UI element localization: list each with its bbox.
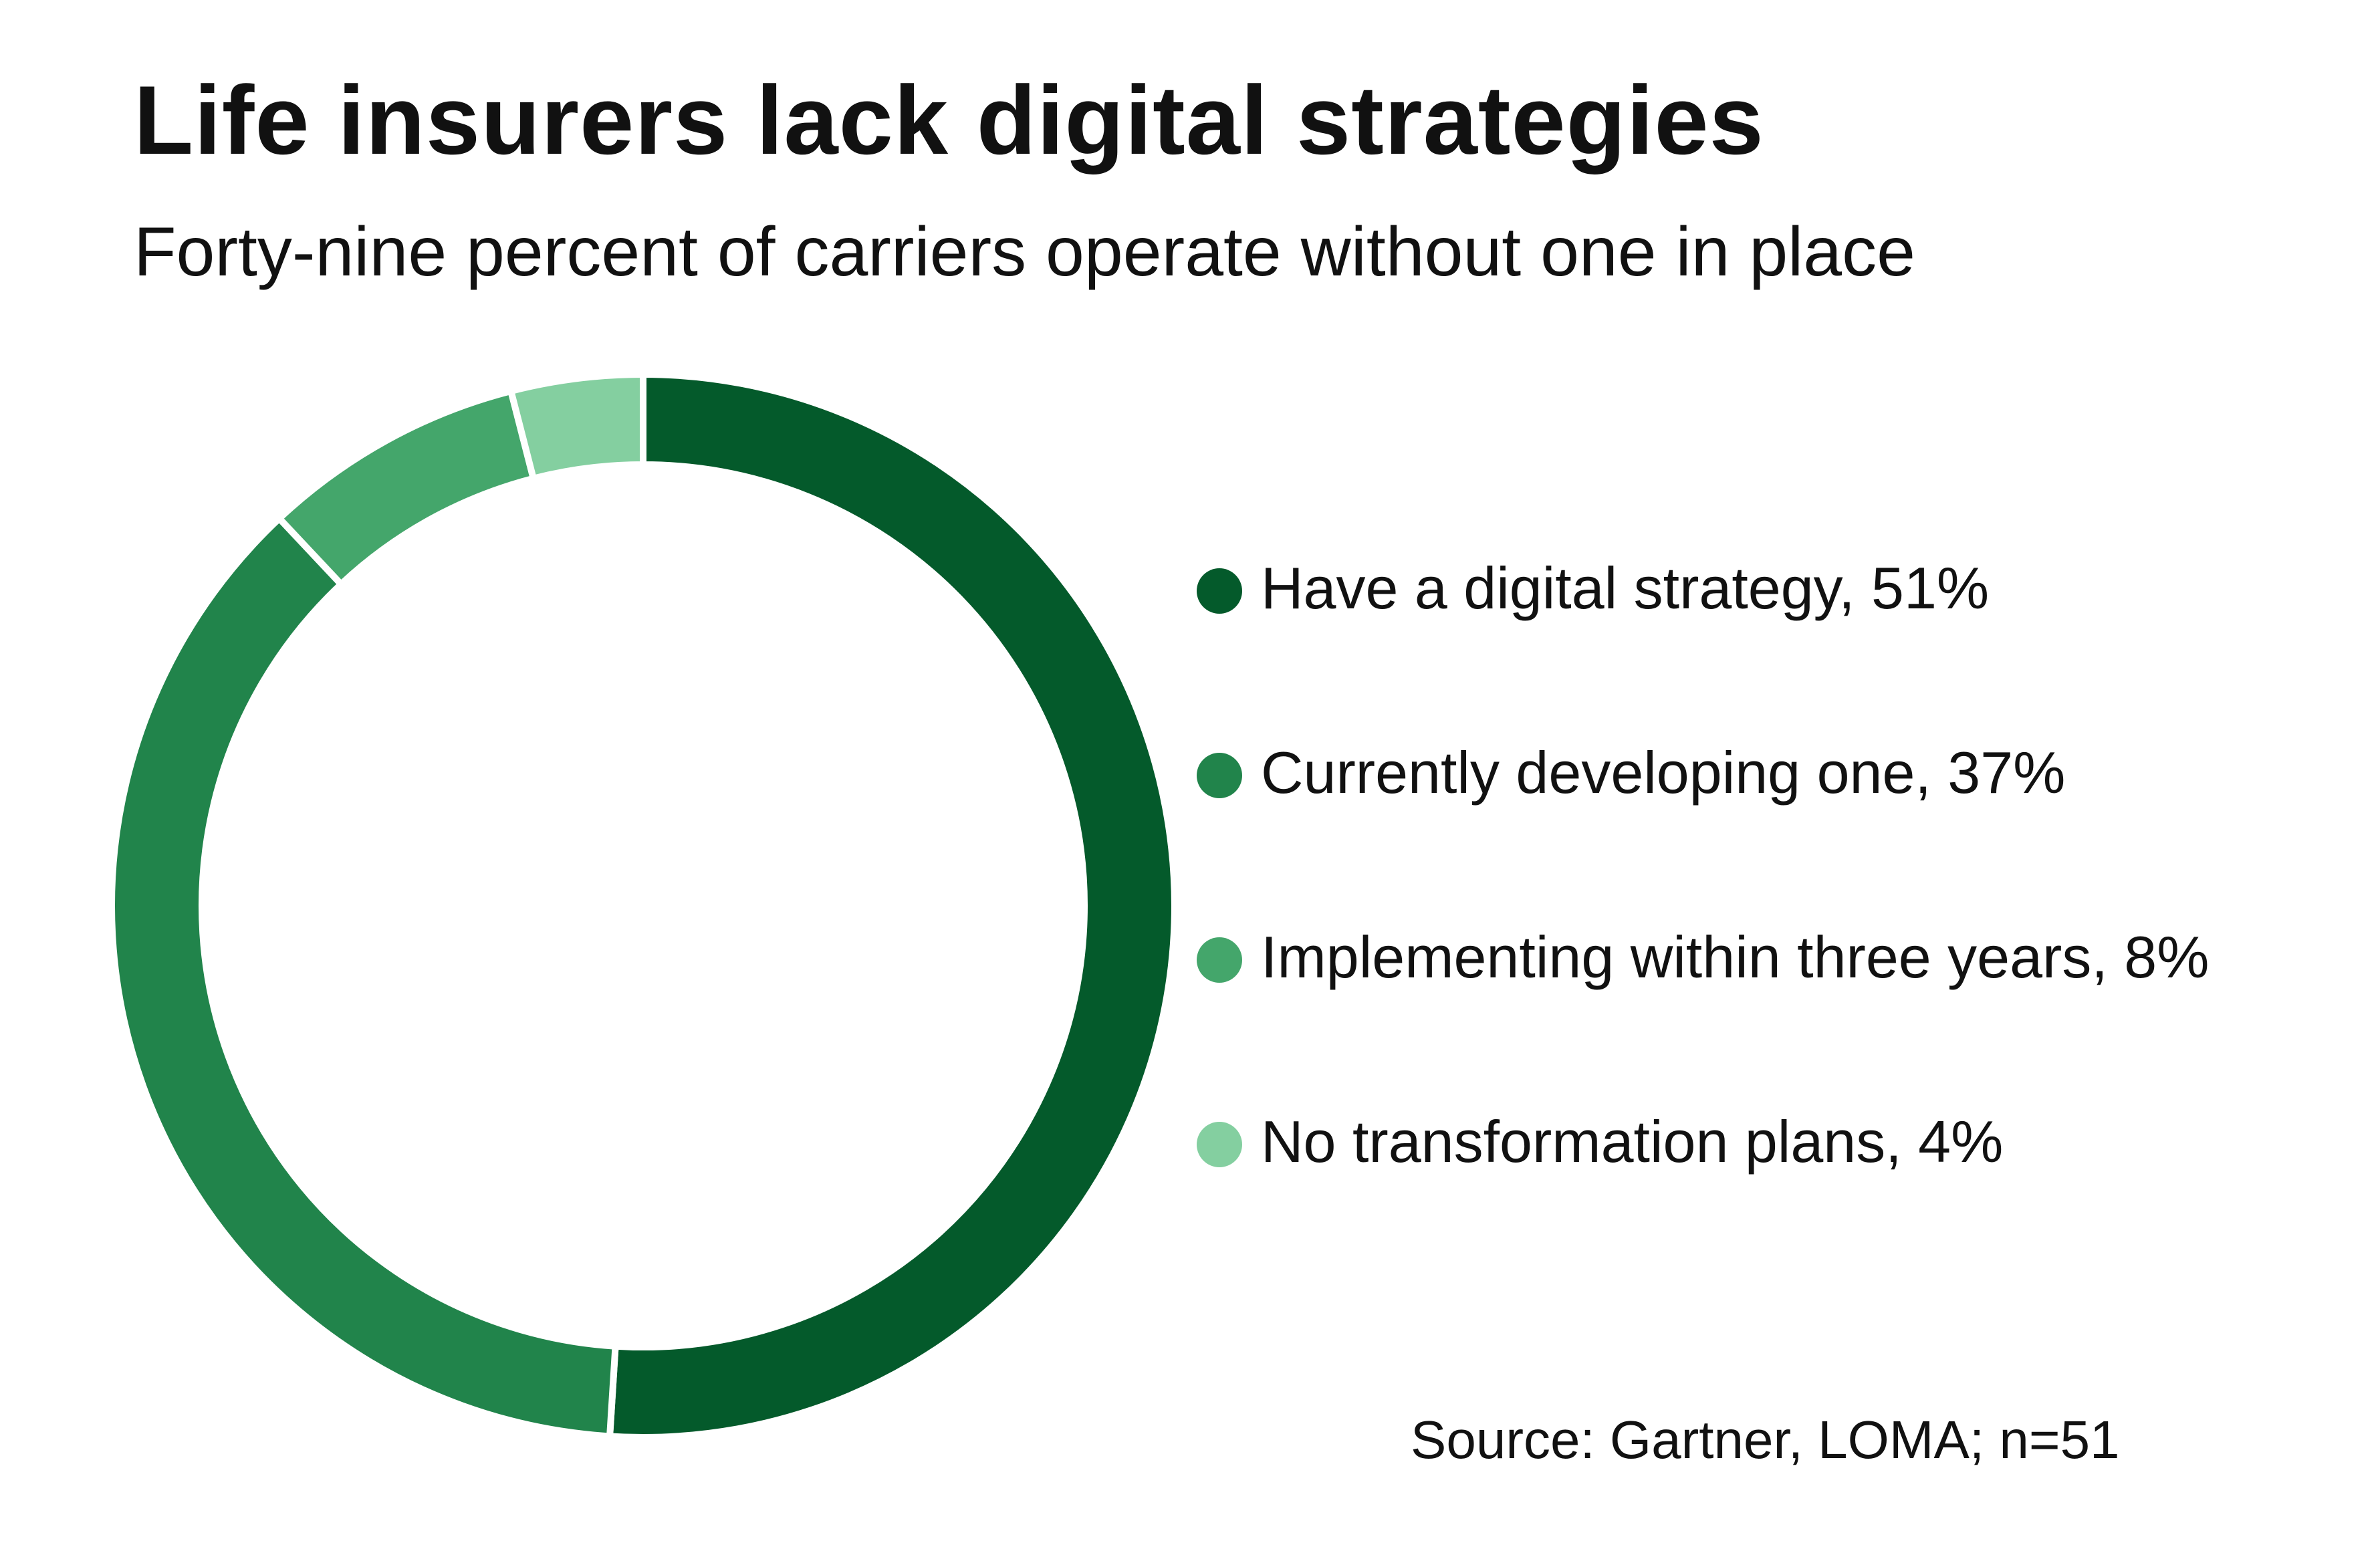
source-note: Source: Gartner, LOMA; n=51 [1411, 1410, 2120, 1469]
legend-swatch [1197, 1122, 1242, 1167]
donut-slice-no-plans [507, 370, 646, 483]
donut-slice-have-strategy [606, 370, 1178, 1441]
chart-subtitle: Forty-nine percent of carriers operate w… [134, 213, 1915, 291]
legend-swatch [1197, 753, 1242, 798]
legend-label: Implementing within three years, 8% [1261, 924, 2210, 990]
legend-label: No transformation plans, 4% [1261, 1108, 2004, 1175]
legend-label: Currently developing one, 37% [1261, 739, 2066, 806]
legend-swatch [1197, 937, 1242, 983]
legend-label: Have a digital strategy, 51% [1261, 555, 1990, 621]
legend-swatch [1197, 568, 1242, 614]
donut-slice-implementing [274, 386, 538, 589]
donut-slice-developing [108, 513, 619, 1440]
chart-title: Life insurers lack digital strategies [134, 66, 1764, 174]
